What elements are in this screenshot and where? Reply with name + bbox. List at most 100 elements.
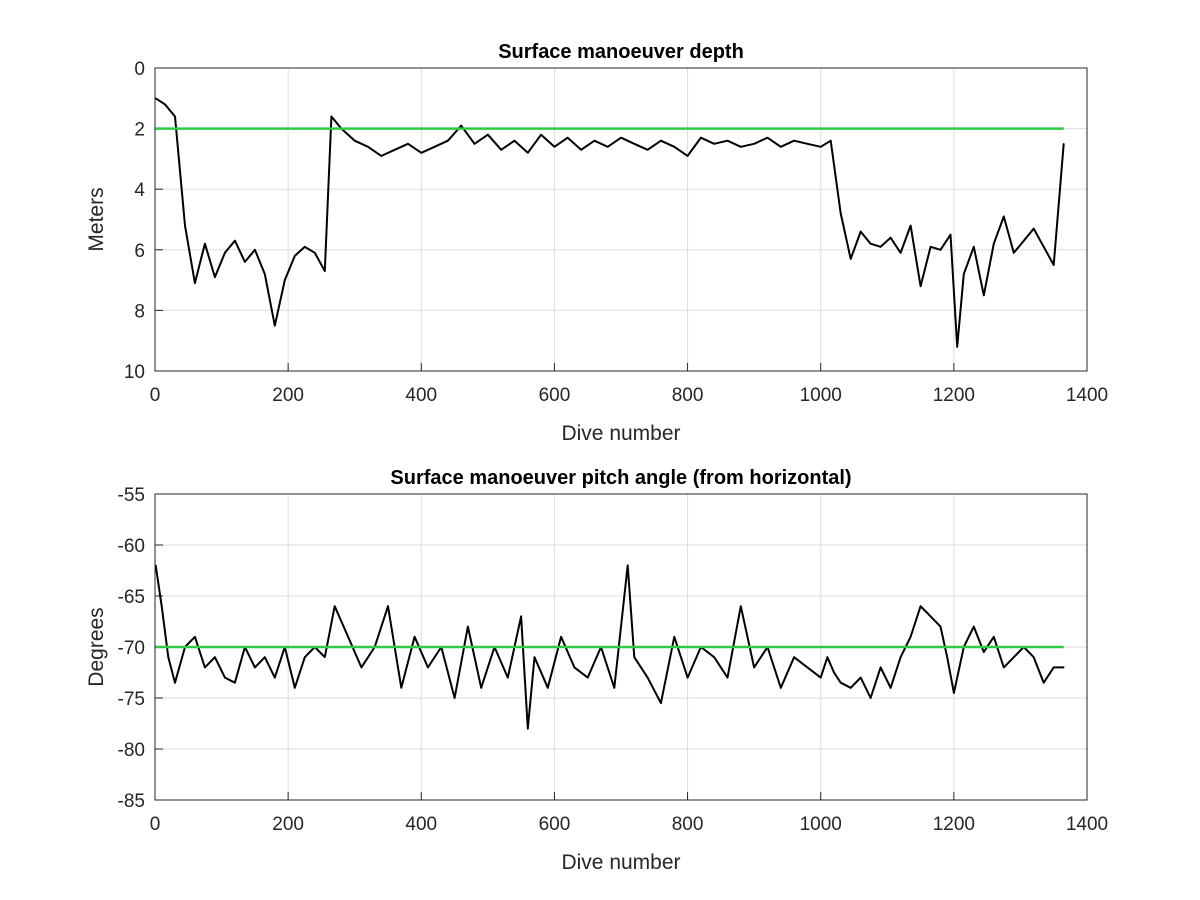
depth-data-point [1022, 239, 1025, 242]
pitch-data-point [660, 702, 662, 704]
pitch-data-point [467, 625, 469, 628]
pitch-data-point [520, 615, 522, 618]
depth-data-point [487, 133, 489, 136]
depth-data-point [1052, 264, 1055, 266]
pitch-data-point [899, 656, 902, 658]
depth-data-point [839, 212, 842, 215]
depth-data-point [686, 155, 689, 157]
depth-data-point [274, 324, 276, 327]
depth-data-point [330, 115, 333, 118]
depth-data-point [849, 258, 852, 260]
pitch-data-point [673, 636, 676, 638]
depth-data-point [740, 145, 742, 148]
pitch-data-point [646, 676, 649, 679]
pitch-data-point [879, 666, 882, 669]
y-tick-label: -85 [118, 791, 145, 812]
depth-data-point [1002, 215, 1005, 218]
x-tick-label: 1200 [933, 814, 975, 835]
pitch-data-point [224, 676, 226, 679]
depth-data-point [513, 139, 516, 142]
pitch-data-point [234, 681, 236, 684]
pitch-data-point [993, 636, 995, 638]
depth-data-point [993, 242, 995, 245]
pitch-data-point [586, 676, 589, 679]
pitch-data-point [929, 615, 932, 618]
depth-data-point [234, 239, 236, 242]
pitch-data-point [833, 671, 835, 674]
x-tick-label: 400 [405, 385, 437, 406]
pitch-data-point [204, 666, 206, 669]
depth-data-point [380, 155, 383, 157]
pitch-data-point [753, 666, 755, 669]
depth-data-point [244, 261, 246, 263]
depth-data-point [909, 224, 912, 227]
pitch-data-point [480, 687, 483, 689]
pitch-data-point [194, 636, 196, 638]
depth-data-point [433, 145, 436, 148]
pitch-data-point [859, 676, 862, 679]
depth-data-point [963, 273, 965, 275]
depth-data-point [224, 252, 226, 254]
depth-data-point [899, 252, 902, 254]
depth-data-point [973, 245, 975, 248]
pitch-data-point [413, 636, 416, 638]
x-tick-label: 1200 [933, 385, 975, 406]
pitch-data-point [427, 666, 429, 669]
depth-data-point [700, 136, 702, 139]
depth-data-point [633, 142, 636, 145]
depth-data-point [806, 142, 809, 145]
pitch-data-point [889, 687, 892, 689]
pitch-data-point [347, 636, 349, 638]
depth-data-point [929, 245, 932, 248]
x-tick-label: 0 [150, 385, 161, 406]
pitch-data-point [560, 636, 562, 638]
y-tick-label: 8 [134, 301, 145, 322]
depth-series-line [155, 97, 1065, 348]
x-tick-label: 1400 [1066, 385, 1108, 406]
depth-data-point [566, 136, 569, 139]
x-tick-label: 1400 [1066, 814, 1108, 835]
pitch-data-point [826, 656, 829, 658]
x-tick-label: 600 [539, 814, 571, 835]
pitch-data-point [849, 687, 852, 689]
depth-data-point [447, 139, 449, 142]
pitch-data-point [983, 651, 985, 653]
pitch-data-point [793, 656, 795, 658]
depth-data-point [264, 273, 266, 275]
y-tick-label: -65 [118, 587, 145, 608]
pitch-data-point [453, 697, 456, 699]
pitch-data-point [1062, 666, 1065, 669]
depth-data-point [919, 285, 922, 287]
pitch-data-point [533, 656, 536, 658]
depth-data-point [1012, 252, 1015, 254]
x-tick-label: 400 [405, 814, 437, 835]
pitch-data-point [167, 656, 170, 658]
depth-data-point [420, 152, 423, 154]
pitch-data-point [174, 681, 176, 684]
depth-data-point [313, 252, 316, 254]
y-tick-label: -80 [118, 740, 145, 761]
pitch-data-point [303, 656, 306, 658]
depth-data-point [753, 142, 755, 145]
depth-data-point [726, 139, 729, 142]
pitch-data-point [507, 676, 509, 679]
depth-data-point [184, 224, 186, 227]
depth-data-point [660, 139, 662, 142]
pitch-data-point [1002, 666, 1005, 669]
x-tick-label: 800 [672, 385, 704, 406]
depth-data-point [713, 142, 715, 145]
depth-data-point [879, 245, 882, 248]
depth-data-point [460, 124, 463, 127]
pitch-chart-title: Surface manoeuver pitch angle (from hori… [390, 467, 851, 489]
depth-data-point [620, 136, 622, 139]
pitch-data-point [573, 666, 576, 669]
depth-data-point [779, 145, 782, 148]
pitch-data-point [1052, 666, 1055, 669]
depth-data-point [294, 255, 296, 257]
depth-data-point [673, 145, 676, 148]
pitch-data-point [909, 636, 912, 638]
pitch-data-point [633, 656, 636, 658]
pitch-data-point [713, 656, 715, 658]
depth-data-point [859, 230, 862, 233]
